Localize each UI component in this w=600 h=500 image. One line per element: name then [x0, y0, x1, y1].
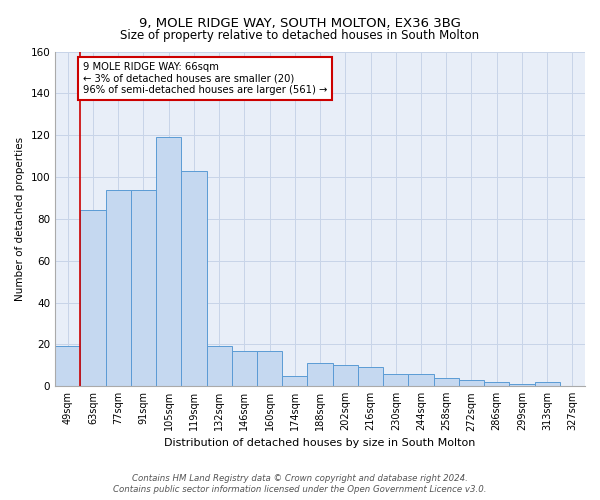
Bar	[409, 374, 434, 386]
Bar	[232, 350, 257, 386]
Bar	[55, 346, 80, 386]
Bar	[131, 190, 156, 386]
Bar	[106, 190, 131, 386]
Text: Contains HM Land Registry data © Crown copyright and database right 2024.
Contai: Contains HM Land Registry data © Crown c…	[113, 474, 487, 494]
Bar	[307, 363, 332, 386]
Y-axis label: Number of detached properties: Number of detached properties	[15, 137, 25, 301]
Bar	[257, 350, 282, 386]
Text: Size of property relative to detached houses in South Molton: Size of property relative to detached ho…	[121, 29, 479, 42]
Text: 9 MOLE RIDGE WAY: 66sqm
← 3% of detached houses are smaller (20)
96% of semi-det: 9 MOLE RIDGE WAY: 66sqm ← 3% of detached…	[83, 62, 327, 95]
Bar	[206, 346, 232, 386]
Bar	[383, 374, 409, 386]
Bar	[282, 376, 307, 386]
Text: 9, MOLE RIDGE WAY, SOUTH MOLTON, EX36 3BG: 9, MOLE RIDGE WAY, SOUTH MOLTON, EX36 3B…	[139, 18, 461, 30]
Bar	[80, 210, 106, 386]
Bar	[484, 382, 509, 386]
Bar	[509, 384, 535, 386]
X-axis label: Distribution of detached houses by size in South Molton: Distribution of detached houses by size …	[164, 438, 476, 448]
Bar	[535, 382, 560, 386]
Bar	[434, 378, 459, 386]
Bar	[332, 366, 358, 386]
Bar	[156, 138, 181, 386]
Bar	[459, 380, 484, 386]
Bar	[358, 368, 383, 386]
Bar	[181, 170, 206, 386]
